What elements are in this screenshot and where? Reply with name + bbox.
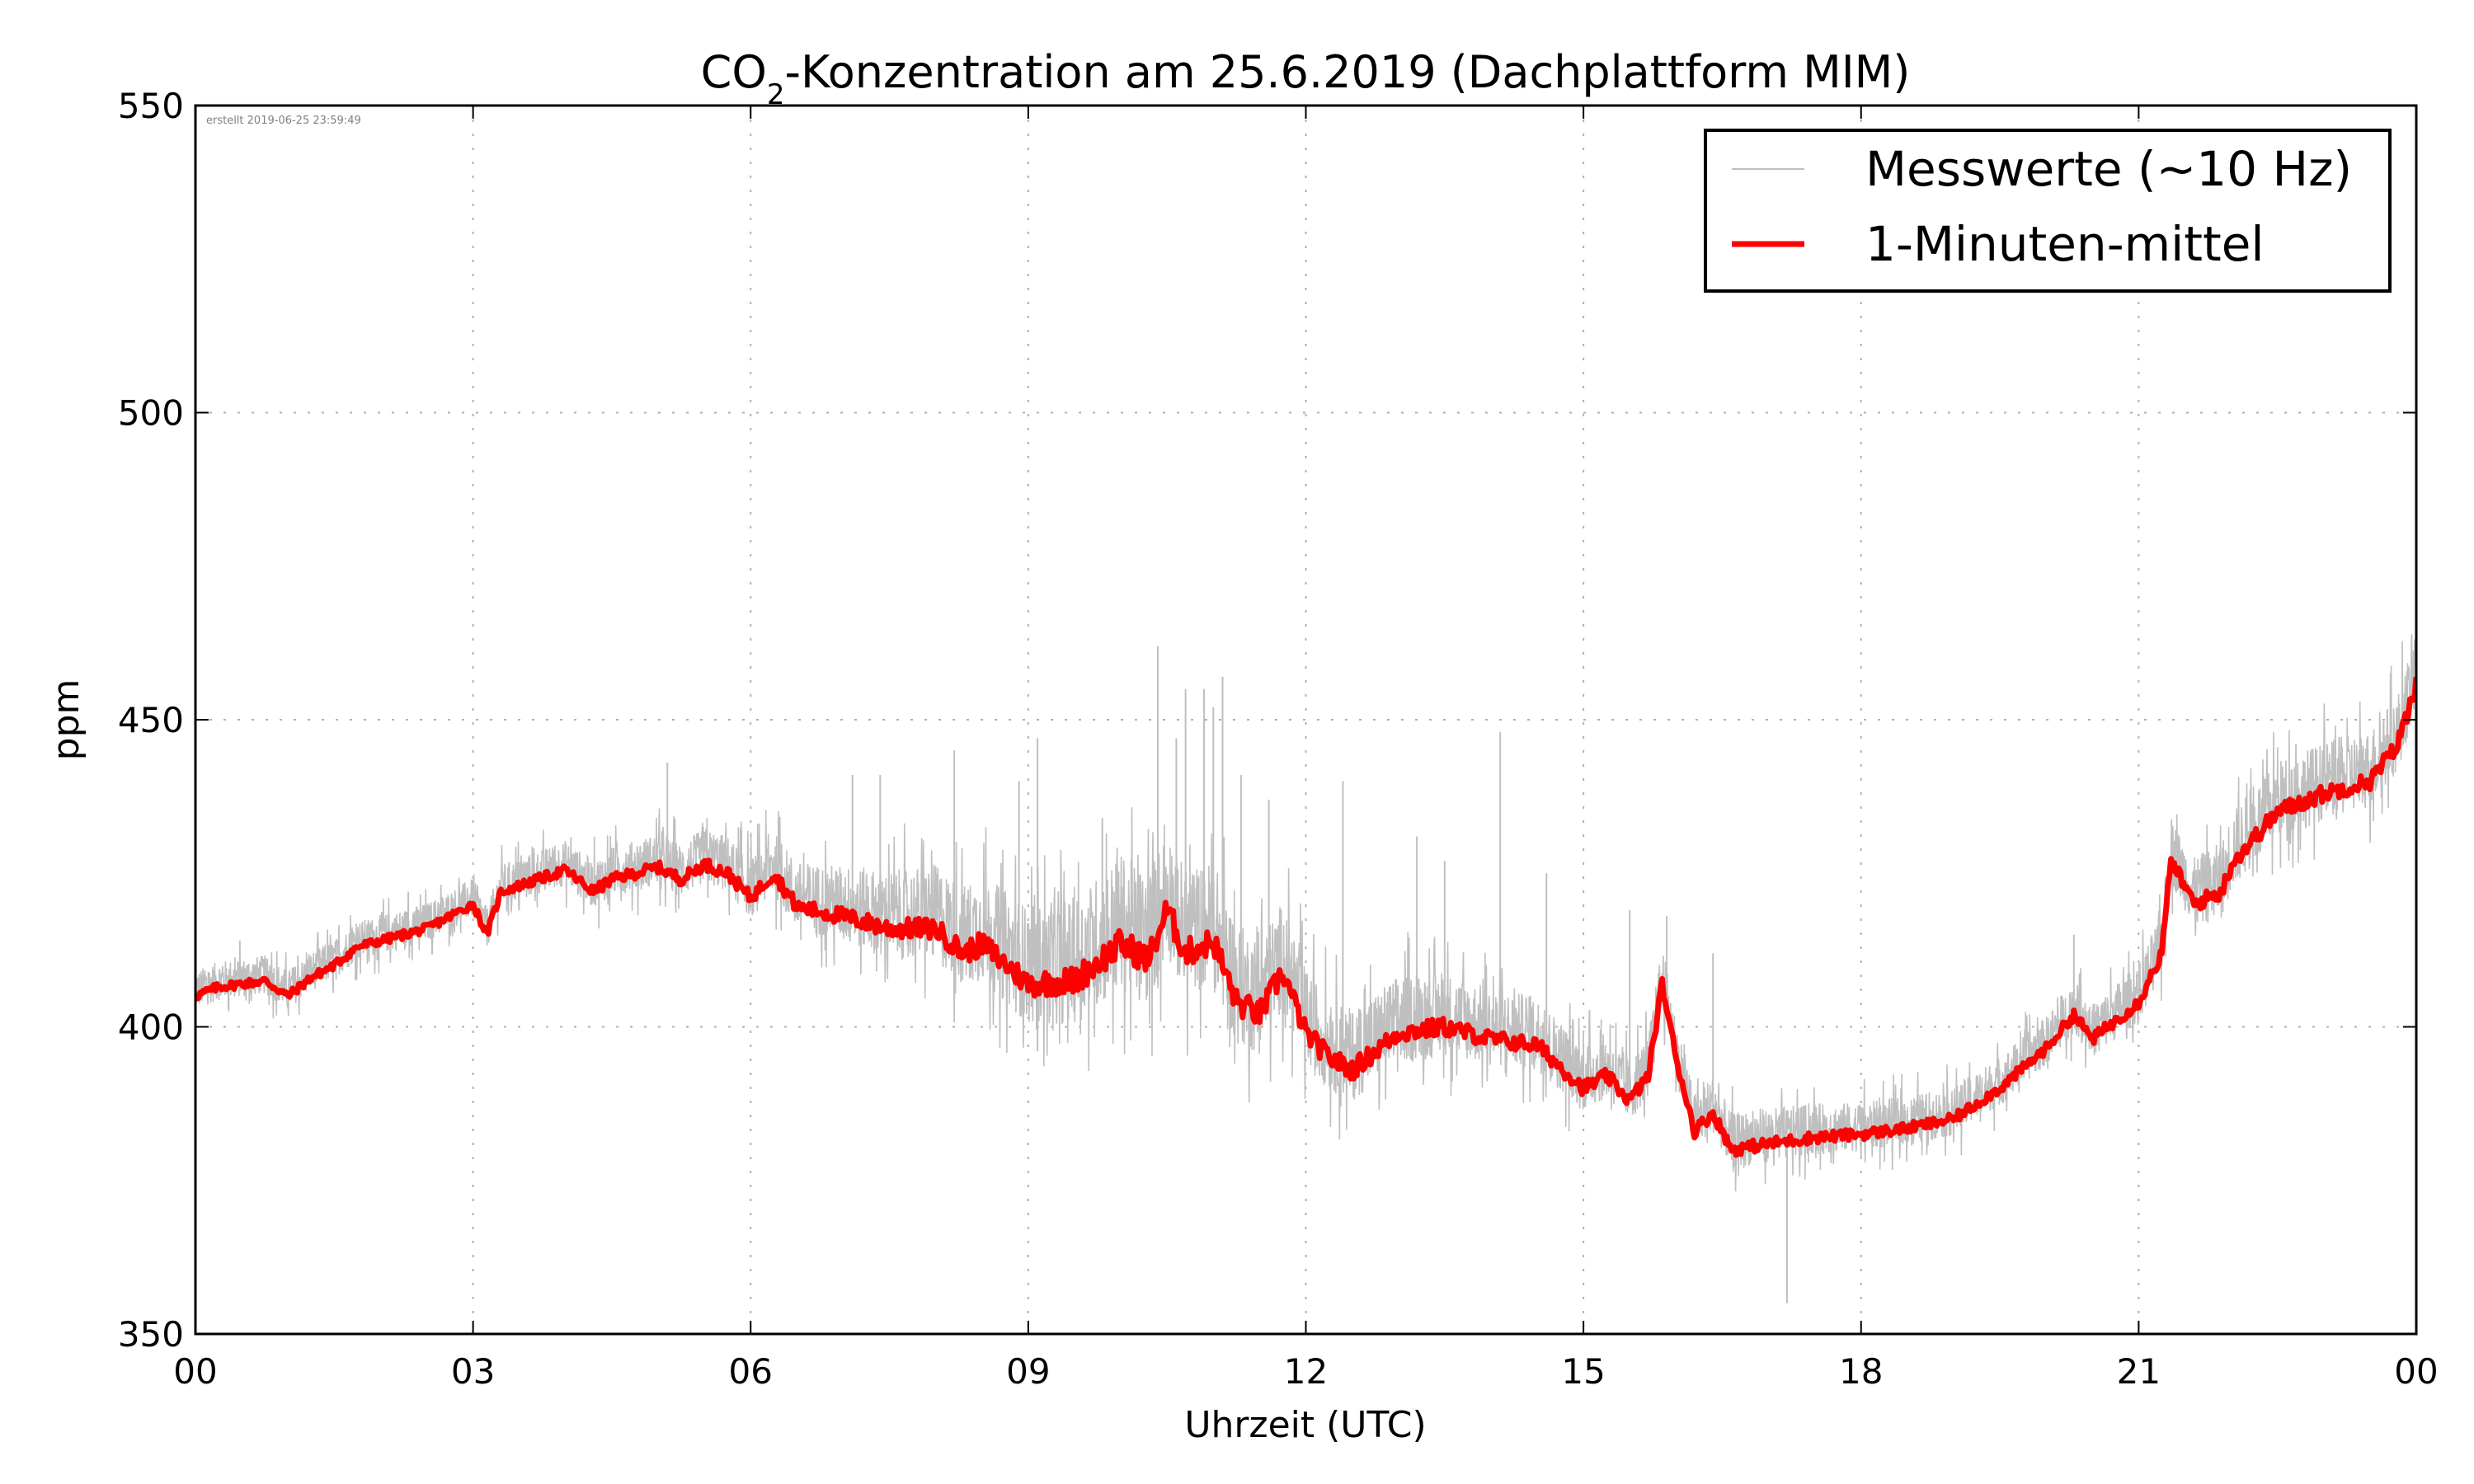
legend: Messwerte (~10 Hz) 1-Minuten-mittel <box>1704 129 2392 293</box>
chart-title-post: -Konzentration am 25.6.2019 (Dachplattfo… <box>785 46 1911 98</box>
x-tick-label: 06 <box>729 1351 773 1392</box>
y-tick-label: 450 <box>118 700 184 740</box>
y-tick-label: 550 <box>118 86 184 126</box>
y-tick-label: 350 <box>118 1314 184 1355</box>
series-messwerte-line <box>195 633 2416 1192</box>
x-tick-label: 12 <box>1284 1351 1328 1392</box>
x-axis-label: Uhrzeit (UTC) <box>1184 1404 1426 1446</box>
series-1-minuten-mittel-group <box>195 677 2416 1158</box>
chart-title-pre: CO <box>701 46 767 98</box>
y-tick-label: 500 <box>118 393 184 434</box>
x-tick-label: 03 <box>451 1351 495 1392</box>
x-tick-label: 21 <box>2117 1351 2161 1392</box>
chart-title-sub: 2 <box>767 78 785 111</box>
x-tick-label: 00 <box>2394 1351 2438 1392</box>
y-axis: 350 400 450 500 550 <box>118 86 2416 1355</box>
y-axis-label: ppm <box>45 679 87 761</box>
series-messwerte <box>195 633 2416 1303</box>
legend-label-messwerte: Messwerte (~10 Hz) <box>1865 141 2352 197</box>
x-tick-label: 09 <box>1006 1351 1050 1392</box>
series-1-minuten-mittel <box>195 677 2416 1158</box>
legend-label-1-minuten-mittel: 1-Minuten-mittel <box>1865 216 2265 272</box>
x-tick-label: 00 <box>173 1351 217 1392</box>
legend-box <box>1704 129 2392 293</box>
chart-title: CO2-Konzentration am 25.6.2019 (Dachplat… <box>701 46 1911 111</box>
x-tick-label: 15 <box>1561 1351 1605 1392</box>
x-axis: 00 03 06 09 12 15 18 21 00 <box>173 106 2439 1392</box>
x-tick-label: 18 <box>1839 1351 1883 1392</box>
y-tick-label: 400 <box>118 1007 184 1048</box>
created-timestamp: erstellt 2019-06-25 23:59:49 <box>206 115 361 127</box>
